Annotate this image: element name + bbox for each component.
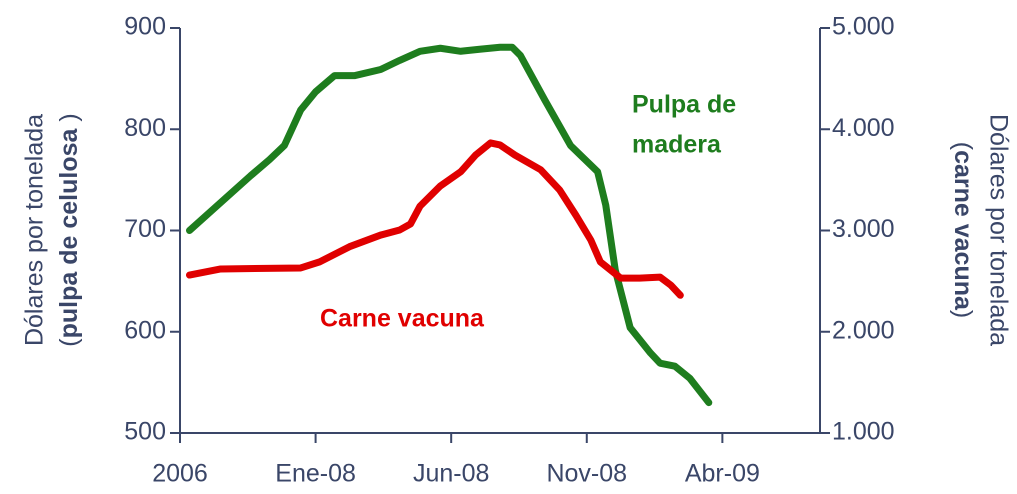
y2-tick-label: 3.000 [832, 215, 895, 243]
y2-tick-label: 5.000 [832, 13, 895, 41]
axis-label-part: carne vacuna [949, 150, 977, 311]
x-tick-label: Ene-08 [275, 460, 356, 488]
axis-label-part: pulpa de celulosa [55, 127, 83, 338]
y2-tick-label: 2.000 [832, 316, 895, 344]
x-tick-label: Abr-09 [685, 460, 760, 488]
axis-label: Dólares por tonelada [984, 114, 1012, 346]
y-tick-label: 900 [124, 13, 166, 41]
y-tick-label: 800 [124, 114, 166, 142]
annotation: Pulpa de [632, 91, 736, 119]
x-tick-label: Nov-08 [546, 460, 627, 488]
axis-label: (pulpa de celulosa ) [55, 113, 83, 346]
x-tick-label: Jun-08 [413, 460, 489, 488]
y-tick-label: 500 [124, 418, 166, 446]
y2-tick-label: 1.000 [832, 418, 895, 446]
line-series [185, 139, 684, 299]
annotation: madera [632, 131, 722, 159]
axis-label-part: ( [949, 142, 977, 151]
y-tick-label: 600 [124, 316, 166, 344]
line-series [185, 43, 713, 407]
legend-label: Carne vacuna [320, 305, 485, 333]
axis-label-part: ) [55, 113, 83, 128]
y-tick-label: 700 [124, 215, 166, 243]
axis-label: Dólares por tonelada [21, 114, 49, 346]
x-tick-label: 2006 [152, 460, 208, 488]
axis-label-part: ( [55, 338, 83, 347]
axis-label: (carne vacuna) [949, 142, 977, 318]
y2-tick-label: 4.000 [832, 114, 895, 142]
axis-label-part: ) [949, 310, 977, 318]
